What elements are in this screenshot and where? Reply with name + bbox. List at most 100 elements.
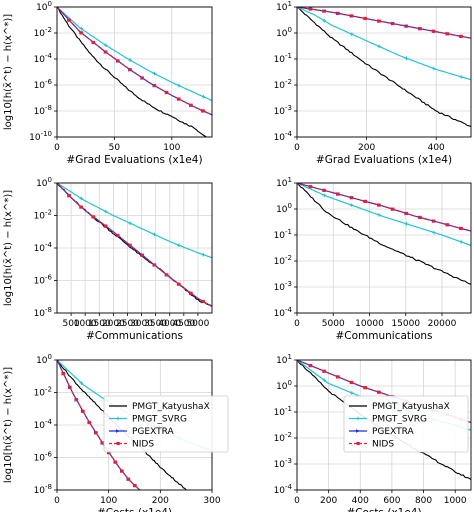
x-tick-label: 500 [62, 319, 79, 329]
y-tick-label: 10-2 [274, 431, 292, 444]
y-axis-label: log10[h(x̄^t) − h(x^*)] [3, 190, 14, 306]
y-tick-label: 10-2 [34, 26, 52, 39]
x-tick-label: 400 [352, 496, 369, 506]
x-tick-label: 600 [383, 496, 400, 506]
data-point [418, 215, 422, 220]
series-line [297, 7, 471, 39]
y-tick-label: 10-4 [274, 130, 293, 143]
data-point [297, 183, 299, 185]
x-axis-label: #Costs (x1e4) [346, 507, 421, 512]
series-line [297, 183, 471, 285]
data-point [391, 21, 395, 26]
legend-entry-label: PMGT_KatyushaX [132, 402, 210, 412]
data-point [363, 386, 368, 390]
data-point [322, 9, 326, 13]
y-tick-label: 101 [276, 353, 292, 366]
x-tick-label: 200 [152, 496, 169, 506]
panel-6: 0 200 400 600 800 1000 10-4 10-3 10-2 10-1 100 101 #… [274, 353, 472, 512]
x-tick-label: 1000 [444, 496, 467, 506]
data-point [81, 409, 85, 413]
data-point [177, 83, 181, 88]
x-tick-label: 4500 [172, 319, 195, 329]
data-point [349, 32, 354, 36]
axes-frame [56, 182, 213, 314]
series-line [57, 7, 207, 137]
legend-box [343, 395, 469, 453]
data-point [61, 372, 66, 376]
data-point [189, 291, 193, 295]
data-point [322, 193, 327, 198]
x-tick-label: 5000 [186, 319, 209, 329]
data-point [201, 252, 206, 257]
data-point [165, 90, 169, 95]
data-point [128, 221, 132, 226]
y-tick-label: 10-2 [274, 254, 292, 267]
data-point [177, 243, 181, 248]
x-tick-label: 200 [358, 143, 375, 153]
data-point [297, 7, 299, 9]
series-line [297, 183, 471, 246]
panel-4: 0 5000 10000 15000 20000 10-4 10-3 10-2 10-1 100 1… [274, 176, 472, 342]
data-point [189, 103, 193, 107]
data-point [177, 97, 181, 101]
data-point [126, 477, 131, 481]
series-nids [297, 7, 471, 39]
y-tick-label: 100 [276, 26, 292, 39]
data-point [201, 94, 206, 99]
x-tick-label: 0 [54, 143, 60, 153]
series-pmgt-svrg [297, 183, 471, 246]
y-tick-label: 10-8 [34, 483, 52, 496]
y-axis-label: log10[h(x̄^t) − h(x^*)] [3, 14, 14, 130]
legend-entry-label: PGEXTRA [372, 427, 414, 437]
data-point [91, 40, 96, 45]
y-tick-label: 10-1 [274, 228, 292, 241]
series-pgextra [57, 183, 212, 308]
y-tick-label: 10-3 [274, 280, 292, 293]
y-tick-label: 101 [276, 0, 292, 13]
series-line [297, 360, 471, 423]
series-line [57, 7, 212, 116]
y-tick-label: 10-1 [274, 405, 292, 418]
y-tick-label: 10-2 [34, 209, 52, 222]
data-point [152, 71, 157, 76]
y-tick-label: 10-2 [34, 386, 52, 399]
x-tick-label: 2000 [102, 319, 125, 329]
data-point [349, 391, 354, 395]
data-point [140, 76, 144, 80]
x-tick-label: 3000 [130, 319, 153, 329]
axes-frame [56, 6, 213, 138]
y-tick-label: 10-4 [34, 241, 53, 254]
data-point [377, 213, 381, 217]
x-axis-label: #Grad Evaluations (x1e4) [66, 154, 202, 166]
y-tick-label: 100 [276, 379, 292, 392]
y-tick-label: 10-10 [29, 130, 52, 143]
data-point [377, 19, 381, 23]
data-point [79, 205, 83, 209]
series-line [297, 183, 471, 232]
series-nids [57, 360, 141, 490]
legend: PMGT_KatyushaX PMGT_SVRG PGEXTRA NIDS [103, 395, 229, 453]
data-point [152, 232, 157, 237]
data-point [94, 431, 98, 435]
x-tick-label: 100 [163, 143, 180, 153]
data-point [177, 282, 181, 286]
data-point [309, 364, 313, 368]
data-point [116, 233, 120, 238]
x-axis-label: #Grad Evaluations (x1e4) [316, 154, 452, 166]
data-point [104, 50, 108, 54]
series-nids [297, 183, 471, 232]
y-tick-label: 10-6 [34, 451, 53, 464]
y-tick-label: 10-6 [34, 78, 53, 91]
axes-frame [296, 359, 472, 491]
data-point [377, 390, 381, 394]
legend-entry-label: PMGT_SVRG [132, 415, 187, 425]
y-axis-label: log10[h(x̄^t) − h(x^*)] [3, 367, 14, 483]
x-tick-label: 20000 [428, 319, 457, 329]
y-tick-label: 100 [276, 202, 292, 215]
legend-entry-label: PMGT_KatyushaX [372, 402, 450, 412]
data-point [201, 299, 205, 304]
series-line [57, 183, 212, 259]
